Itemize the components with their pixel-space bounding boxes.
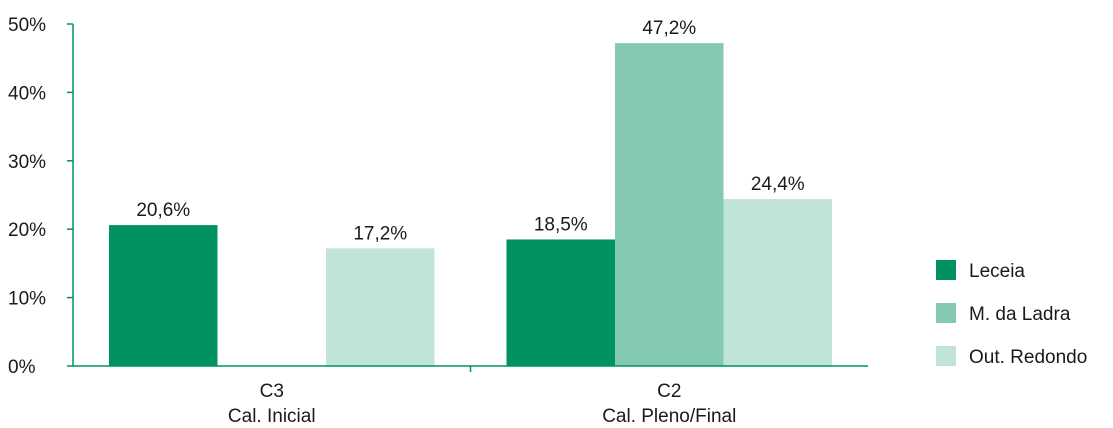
y-tick-label: 20%	[8, 220, 46, 241]
data-label: 47,2%	[642, 18, 696, 39]
data-label: 24,4%	[751, 174, 805, 195]
bar-leceia-1	[506, 239, 615, 366]
y-tick-label: 0%	[8, 357, 36, 378]
x-category-label: C2	[657, 381, 681, 402]
legend-label: Out. Redondo	[969, 347, 1087, 368]
y-tick-label: 40%	[8, 83, 46, 104]
data-label: 20,6%	[136, 200, 190, 221]
x-category-label: Cal. Inicial	[228, 406, 316, 427]
y-tick-label: 50%	[8, 15, 46, 36]
y-axis: 0% 10% 20% 30% 40% 50%	[8, 15, 74, 378]
data-labels: 20,6% 17,2% 18,5% 47,2% 24,4%	[136, 18, 804, 244]
legend-swatch	[936, 260, 956, 280]
bar-out-redondo-1	[723, 199, 832, 366]
data-label: 18,5%	[534, 214, 588, 235]
data-label: 17,2%	[353, 223, 407, 244]
legend-swatch	[936, 346, 956, 366]
y-tick-label: 30%	[8, 152, 46, 173]
legend: Leceia M. da Ladra Out. Redondo	[936, 260, 1087, 368]
legend-swatch	[936, 303, 956, 323]
bar-m-da-ladra-1	[615, 43, 724, 366]
legend-label: M. da Ladra	[969, 304, 1071, 325]
x-category-label: C3	[260, 381, 284, 402]
bar-out-redondo-0	[326, 248, 435, 366]
legend-label: Leceia	[969, 261, 1025, 282]
y-tick-label: 10%	[8, 289, 46, 310]
bars	[109, 43, 832, 366]
bar-leceia-0	[109, 225, 218, 366]
x-axis: C3 Cal. Inicial C2 Cal. Pleno/Final	[73, 365, 868, 427]
x-category-label: Cal. Pleno/Final	[602, 406, 736, 427]
